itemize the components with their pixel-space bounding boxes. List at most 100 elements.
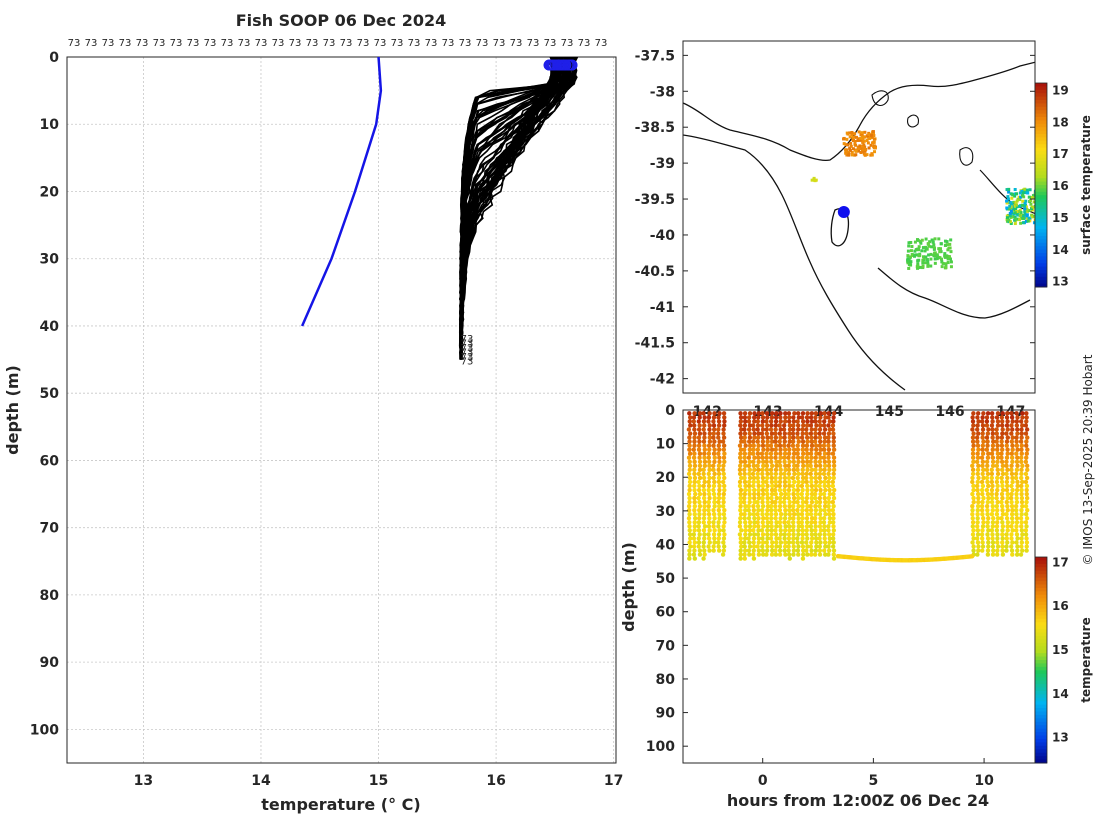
coastline-north	[683, 61, 1035, 162]
section-dot	[777, 536, 782, 541]
section-dot	[697, 455, 702, 460]
section-dot	[692, 431, 698, 436]
section-dot	[795, 411, 801, 416]
colorbar-segment	[1035, 140, 1047, 145]
section-dot	[1010, 443, 1015, 448]
sst-pixel	[1030, 213, 1034, 217]
section-dot	[738, 540, 743, 545]
section-dot	[774, 443, 779, 448]
section-dot	[1014, 495, 1019, 501]
section-dot	[827, 540, 832, 545]
section-dot	[764, 463, 770, 469]
section-dot	[813, 495, 818, 501]
section-dot	[985, 411, 991, 416]
section-dot	[985, 463, 990, 469]
section-dot	[796, 459, 801, 464]
colorbar-segment	[1035, 181, 1047, 186]
section-dot	[805, 503, 810, 509]
section-dot	[720, 552, 726, 557]
section-dot	[791, 499, 797, 505]
section-dot	[1024, 483, 1030, 489]
section-dot	[995, 507, 1000, 513]
section-dot	[826, 471, 831, 477]
section-dot	[813, 475, 818, 481]
section-dot	[1004, 463, 1009, 469]
section-dot	[799, 540, 805, 545]
section-dot	[804, 548, 809, 553]
section-dot	[795, 467, 800, 473]
section-dot	[687, 524, 692, 529]
sst-pixel	[1005, 199, 1009, 203]
section-dot	[701, 495, 707, 501]
section-dot	[1005, 435, 1010, 440]
section-dot	[706, 532, 711, 537]
section-dot	[792, 471, 797, 477]
section-dot	[760, 427, 766, 432]
section-dot	[975, 423, 980, 428]
colorbar-segment	[1035, 178, 1047, 183]
section-dot	[1000, 507, 1005, 513]
section-dot	[751, 487, 757, 493]
section-dot	[976, 548, 981, 553]
credit-text: © IMOS 13-Sep-2025 20:39 Hobart	[1081, 354, 1095, 565]
section-dot	[990, 544, 996, 549]
section-y-tick-label: 100	[646, 739, 675, 755]
section-dot	[747, 431, 752, 436]
section-dot	[995, 532, 1000, 537]
profile-count-label: 73	[221, 38, 234, 49]
section-dot	[687, 520, 692, 525]
sst-pixel	[872, 137, 876, 141]
sst-pixel	[906, 257, 910, 261]
sst-pixel	[916, 262, 920, 266]
sst-pixel	[845, 153, 849, 157]
sst-pixel	[854, 149, 858, 153]
section-dot	[755, 503, 761, 509]
section-dot	[787, 483, 792, 489]
section-dot	[687, 459, 692, 464]
section-dot	[716, 463, 722, 469]
section-dot	[787, 439, 792, 444]
colorbar-segment	[1035, 690, 1047, 695]
section-dot	[692, 524, 697, 529]
y-tick-label: 20	[40, 184, 60, 200]
section-dot	[742, 475, 747, 481]
section-dot	[792, 463, 797, 469]
section-dot	[970, 479, 975, 485]
section-dot	[697, 491, 703, 497]
section-dot	[696, 443, 702, 448]
section-dot	[782, 503, 788, 509]
section-dot	[747, 499, 752, 505]
sst-pixel	[869, 143, 873, 147]
section-dot	[691, 415, 697, 420]
section-dot	[984, 459, 990, 464]
section-dot	[995, 459, 1000, 464]
section-dot	[721, 471, 726, 477]
colorbar-segment	[1035, 225, 1047, 230]
sst-pixel	[1006, 195, 1010, 199]
section-dot	[773, 503, 778, 509]
section-dot	[795, 419, 800, 424]
section-dot	[755, 427, 760, 432]
section-dot	[770, 499, 775, 505]
section-dot	[1000, 419, 1005, 424]
section-dot	[773, 491, 778, 497]
profile-panel: 73 73 73 73 73 73 73 73 73 73 73 73 73 73 73 73 73 73 73 73…	[3, 38, 623, 814]
section-dot	[765, 507, 770, 513]
sst-pixel	[845, 137, 849, 141]
section-dot	[813, 491, 818, 497]
section-dot	[979, 503, 985, 509]
section-dot	[692, 495, 697, 501]
section-dot	[743, 419, 748, 424]
section-dot	[756, 507, 761, 513]
section-dot	[831, 463, 837, 469]
colorbar-segment	[1035, 567, 1047, 572]
section-dot	[980, 427, 986, 432]
section-dot	[809, 455, 814, 460]
section-dot	[1020, 532, 1025, 537]
section-dot	[995, 455, 1001, 460]
section-dot	[795, 540, 800, 545]
section-dot	[770, 483, 775, 489]
section-dot	[702, 503, 707, 509]
section-dot	[759, 528, 765, 533]
sst-pixel	[1015, 192, 1019, 196]
